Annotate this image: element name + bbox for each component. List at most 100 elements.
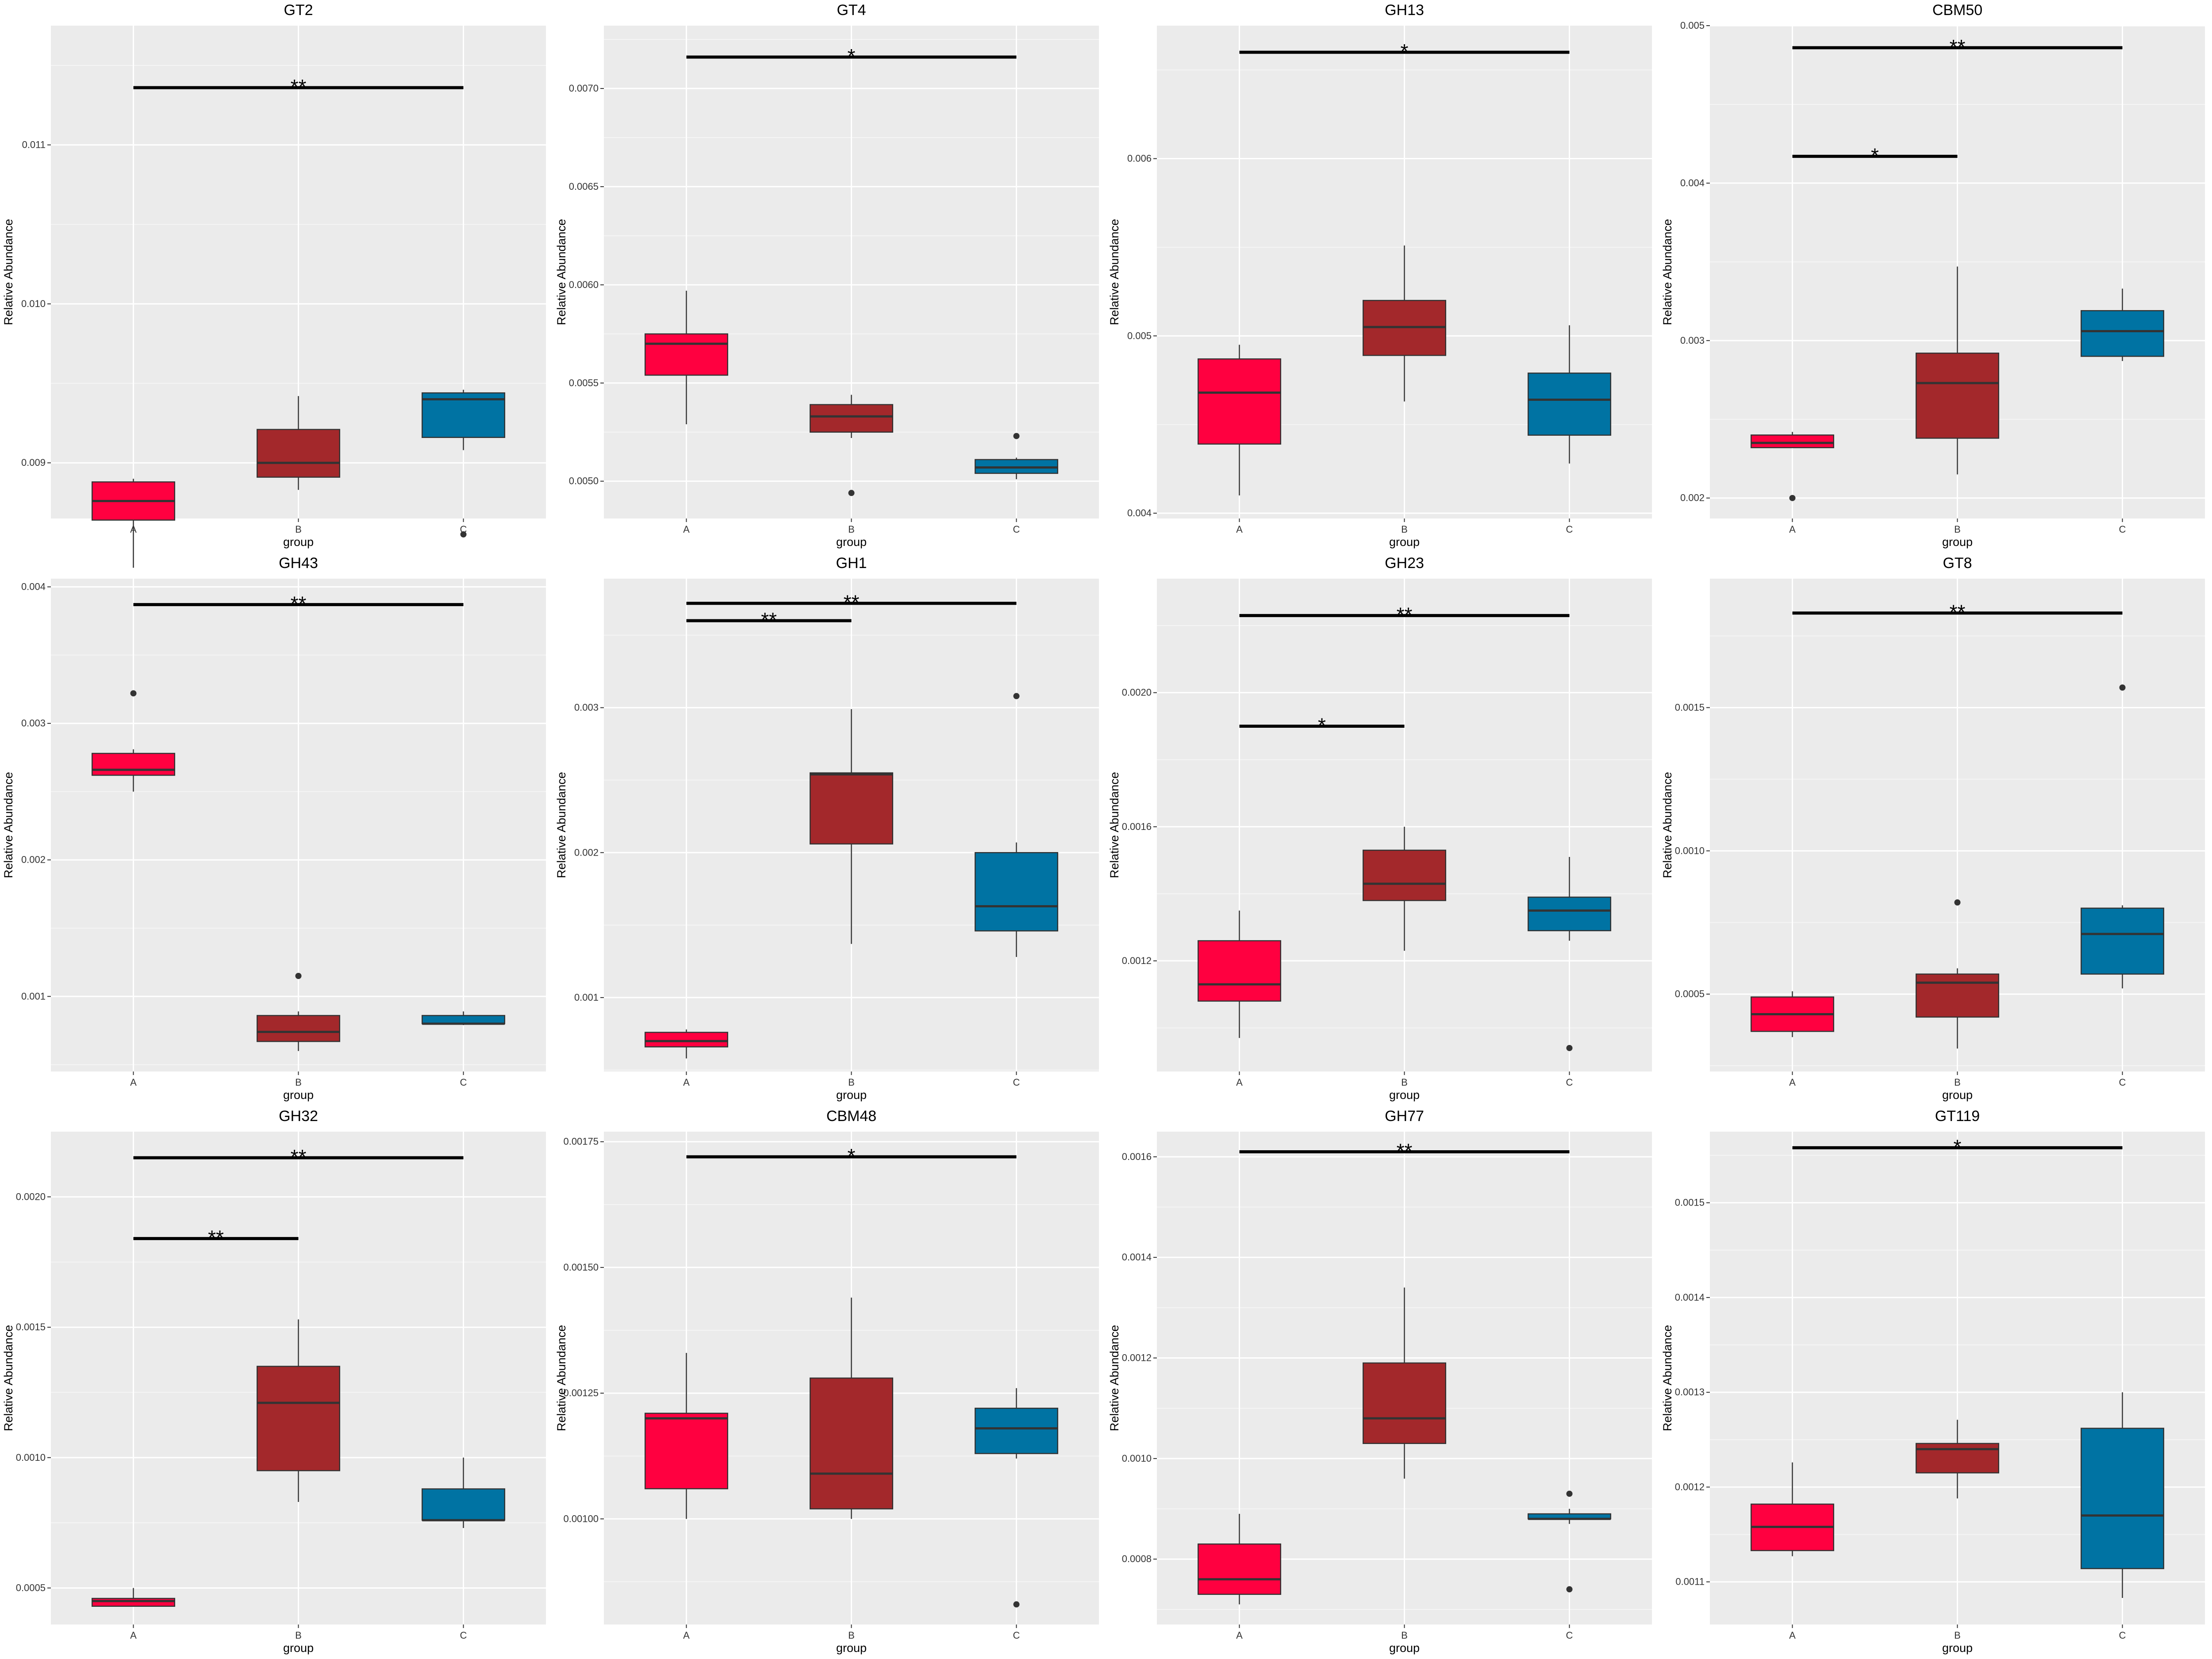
significance-label: * [848, 45, 856, 68]
box-a [1751, 1462, 1834, 1556]
box-body [422, 1488, 505, 1521]
significance-label: ** [291, 592, 307, 615]
box-body [1198, 1543, 1281, 1595]
significance-label: ** [1950, 601, 1966, 624]
box-b [810, 1298, 893, 1519]
y-tick-label: 0.0065 [569, 181, 599, 192]
x-tick-label: B [295, 1630, 302, 1641]
box-b [1363, 826, 1446, 951]
y-axis-label: Relative Abundance [2, 219, 15, 325]
box-body [1363, 1362, 1446, 1444]
y-axis-label: Relative Abundance [555, 1325, 568, 1431]
x-tick-label: A [1236, 1077, 1243, 1088]
box-body [810, 772, 893, 845]
y-tick-label: 0.0005 [1675, 988, 1705, 999]
y-tick-label: 0.0014 [1122, 1252, 1152, 1263]
x-tick-label: C [460, 1077, 467, 1088]
box-b [1916, 899, 1999, 1049]
significance-label: ** [1950, 35, 1966, 58]
box-c [422, 1011, 505, 1025]
box-b [1916, 266, 1999, 475]
significance-label: ** [291, 75, 307, 98]
x-axis-label: group [283, 1088, 314, 1102]
chart-title: GH13 [1385, 2, 1424, 19]
outlier-point [1013, 433, 1020, 439]
x-tick-label: C [1566, 1077, 1573, 1088]
x-axis-label: group [1942, 535, 1973, 549]
x-tick-label: A [1789, 1630, 1796, 1641]
y-axis-label: Relative Abundance [555, 772, 568, 878]
x-axis-label: group [283, 1641, 314, 1655]
y-tick-label: 0.003 [1680, 335, 1705, 346]
x-tick-label: A [683, 1077, 690, 1088]
box-body [92, 753, 175, 776]
x-axis-label: group [1389, 1641, 1420, 1655]
chart-panel-gt119: 0.0011 0.0012 0.0013 0.0014 0.0015 A B C * GT119 g… [1661, 1108, 2205, 1655]
x-tick-label: B [1954, 524, 1961, 535]
y-tick-label: 0.001 [574, 992, 599, 1003]
y-axis-label: Relative Abundance [555, 219, 568, 325]
chart-title: GH77 [1385, 1108, 1424, 1125]
box-body [257, 1015, 340, 1042]
box-body [975, 852, 1058, 932]
x-tick-label: B [1401, 524, 1408, 535]
y-tick-label: 0.004 [1127, 507, 1152, 518]
y-axis-label: Relative Abundance [1108, 772, 1121, 878]
y-tick-label: 0.0016 [1122, 821, 1152, 832]
y-tick-label: 0.006 [1127, 153, 1152, 164]
y-axis-label: Relative Abundance [1661, 772, 1674, 878]
y-tick-label: 0.0008 [1122, 1553, 1152, 1564]
y-axis-label: Relative Abundance [1661, 219, 1674, 325]
box-body [1916, 1443, 1999, 1474]
y-axis-label: Relative Abundance [1108, 1325, 1121, 1431]
x-tick-label: B [1954, 1077, 1961, 1088]
outlier-point [130, 690, 137, 697]
y-tick-label: 0.001 [21, 991, 46, 1002]
x-tick-label: C [2119, 524, 2126, 535]
x-axis-label: group [283, 535, 314, 549]
y-tick-label: 0.002 [1680, 492, 1705, 503]
x-axis-label: group [836, 1088, 867, 1102]
box-body [1751, 434, 1834, 449]
box-body [975, 1407, 1058, 1454]
y-tick-label: 0.005 [1127, 330, 1152, 341]
significance-label: ** [291, 1145, 307, 1168]
x-axis-label: group [1389, 1088, 1420, 1102]
chart-title: GH23 [1385, 555, 1424, 572]
x-tick-label: B [1401, 1630, 1408, 1641]
box-c [422, 389, 505, 538]
significance-label: ** [208, 1226, 224, 1249]
box-a [92, 479, 175, 568]
outlier-point [1566, 1490, 1573, 1497]
x-tick-label: A [130, 1077, 137, 1088]
box-a [1751, 991, 1834, 1037]
outlier-point [1566, 1586, 1573, 1593]
x-tick-label: B [295, 1077, 302, 1088]
significance-label: ** [1397, 1139, 1413, 1162]
box-body [422, 1015, 505, 1025]
box-a [1198, 910, 1281, 1038]
y-tick-label: 0.0012 [1122, 1352, 1152, 1363]
x-tick-label: B [848, 524, 855, 535]
box-body [1916, 973, 1999, 1018]
box-a [1198, 1513, 1281, 1605]
box-body [2081, 907, 2164, 975]
y-tick-label: 0.00175 [563, 1136, 599, 1147]
y-tick-label: 0.0020 [1122, 687, 1152, 698]
chart-title: GT119 [1935, 1108, 1980, 1125]
y-tick-label: 0.002 [574, 847, 599, 858]
box-body [1198, 940, 1281, 1002]
y-tick-label: 0.00125 [563, 1387, 599, 1398]
box-body [1198, 358, 1281, 445]
x-tick-label: C [1566, 1630, 1573, 1641]
x-tick-label: A [683, 524, 690, 535]
y-tick-label: 0.0010 [1122, 1453, 1152, 1464]
chart-panel-gh77: 0.0008 0.0010 0.0012 0.0014 0.0016 A B C ** GH77 g… [1108, 1108, 1652, 1655]
y-axis-label: Relative Abundance [2, 772, 15, 878]
chart-title: GT2 [284, 2, 313, 19]
y-tick-label: 0.0011 [1675, 1576, 1705, 1587]
box-b [810, 709, 893, 944]
box-b [810, 395, 893, 496]
box-body [257, 1366, 340, 1471]
